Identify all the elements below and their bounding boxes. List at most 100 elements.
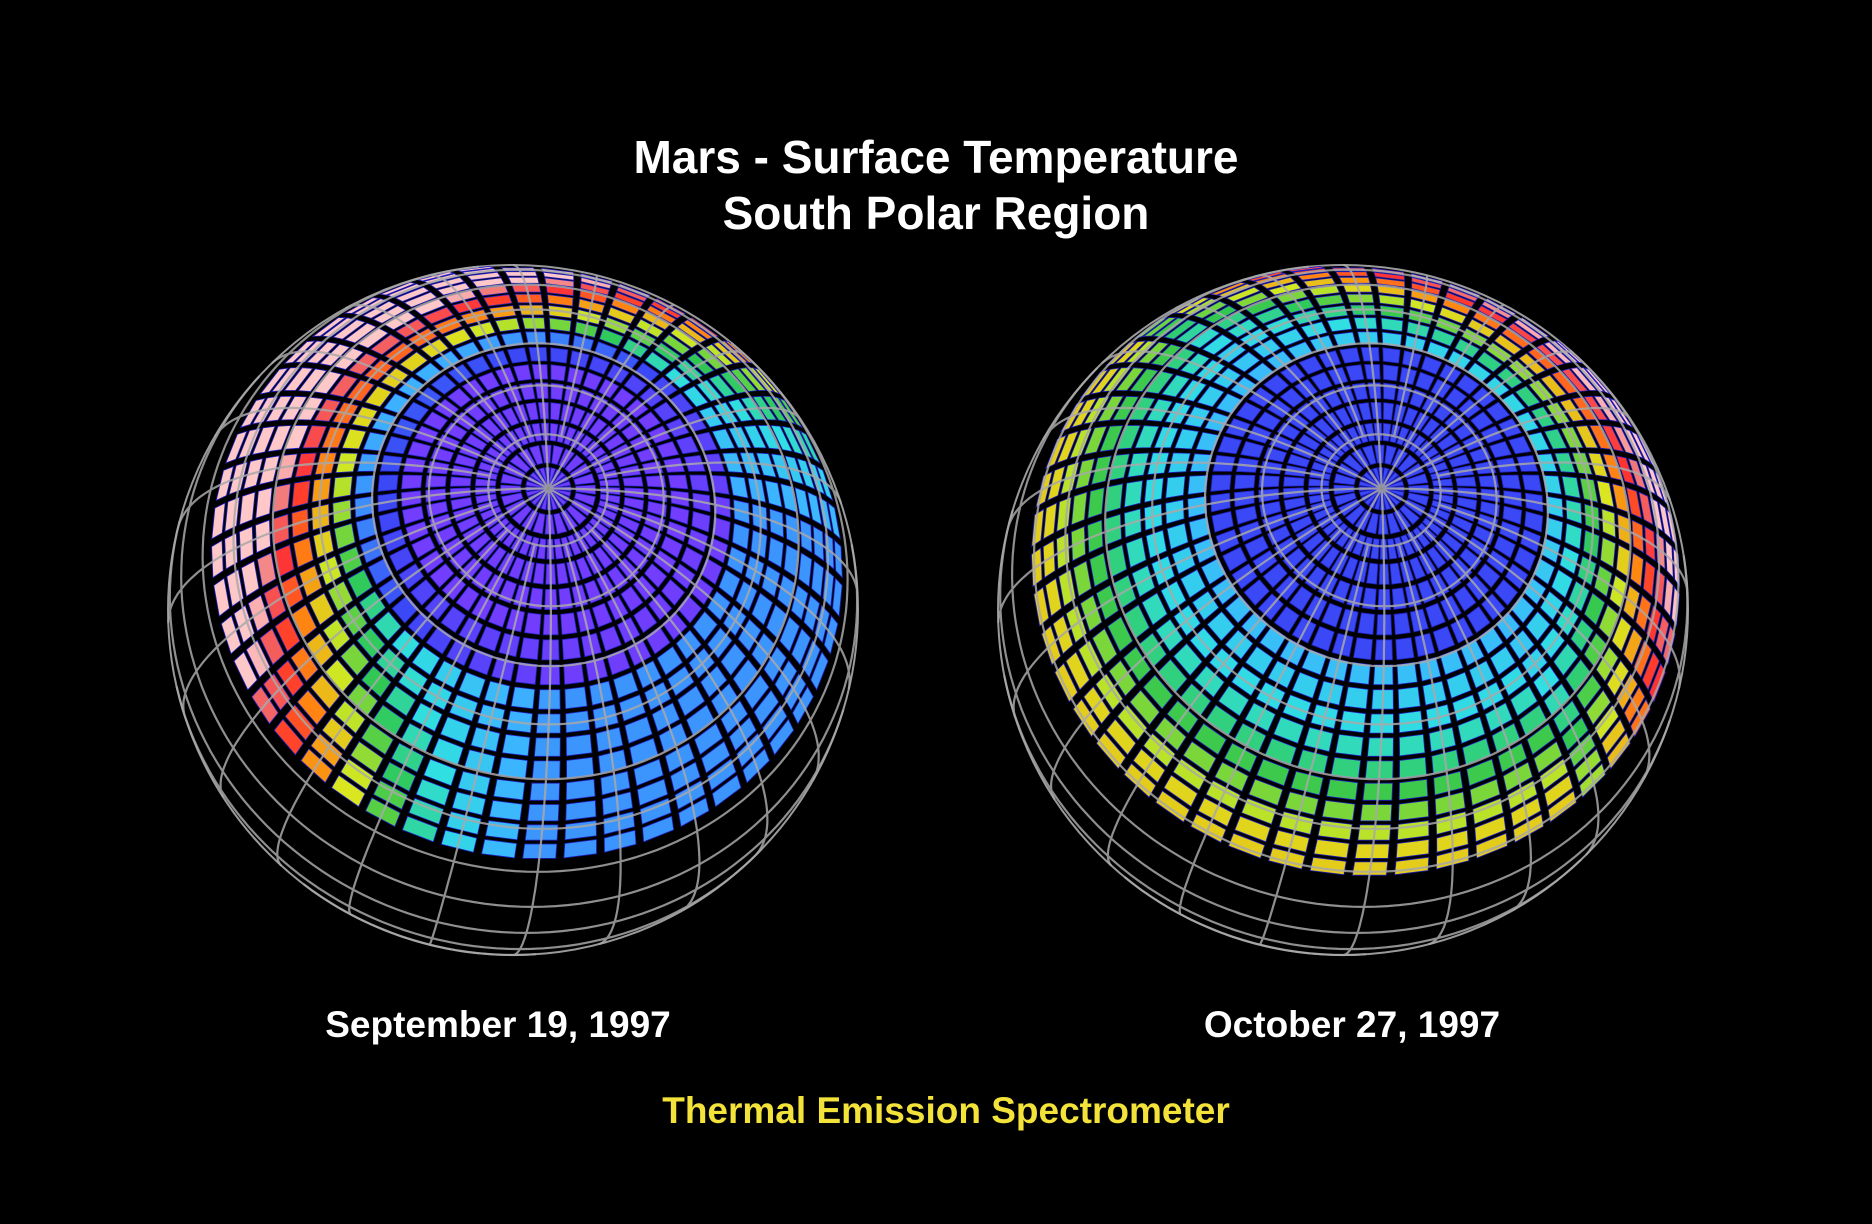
temperature-tile bbox=[801, 639, 821, 679]
temperature-tile bbox=[457, 265, 495, 273]
temperature-tile bbox=[1594, 704, 1620, 741]
temperature-tile bbox=[350, 740, 384, 774]
temperature-tile bbox=[586, 446, 607, 463]
temperature-tile bbox=[403, 291, 438, 308]
temperature-tile bbox=[1201, 334, 1234, 356]
temperature-tile bbox=[1182, 740, 1217, 774]
temperature-tile bbox=[377, 474, 399, 492]
temperature-tile bbox=[811, 560, 825, 598]
temperature-tile bbox=[1544, 516, 1564, 542]
temperature-tile bbox=[1105, 718, 1137, 756]
temperature-tile bbox=[1187, 474, 1209, 495]
temperature-tile bbox=[1457, 716, 1486, 744]
temperature-tile bbox=[682, 319, 714, 340]
temperature-tile bbox=[1370, 538, 1380, 560]
temperature-tile bbox=[471, 277, 505, 288]
temperature-tile bbox=[636, 778, 669, 807]
temperature-tile bbox=[1493, 535, 1517, 559]
temperature-tile bbox=[291, 480, 311, 508]
temperature-tile bbox=[575, 556, 593, 580]
temperature-tile bbox=[669, 505, 690, 525]
temperature-tile bbox=[770, 425, 793, 453]
temperature-tile bbox=[827, 502, 841, 540]
temperature-tile bbox=[259, 627, 285, 666]
temperature-tile bbox=[1310, 371, 1333, 391]
temperature-tile bbox=[211, 502, 226, 540]
temperature-tile bbox=[1539, 758, 1569, 791]
temperature-tile bbox=[1321, 800, 1356, 821]
temperature-tile bbox=[1193, 722, 1227, 756]
temperature-tile bbox=[598, 478, 621, 487]
temperature-tile bbox=[594, 461, 616, 474]
temperature-tile bbox=[1453, 585, 1477, 612]
temperature-tile bbox=[470, 566, 494, 591]
temperature-tile bbox=[1601, 718, 1626, 756]
temperature-tile bbox=[1142, 674, 1174, 710]
temperature-tile bbox=[720, 642, 747, 677]
temperature-tile bbox=[454, 453, 478, 468]
temperature-tile bbox=[479, 505, 502, 522]
temperature-tile bbox=[1313, 505, 1336, 522]
temperature-tile bbox=[1576, 674, 1602, 710]
temperature-tile bbox=[1407, 492, 1430, 507]
temperature-tile bbox=[566, 534, 582, 556]
temperature-tile bbox=[807, 491, 823, 526]
temperature-tile bbox=[354, 474, 376, 495]
temperature-tile bbox=[402, 401, 430, 422]
temperature-tile bbox=[1222, 546, 1248, 572]
temperature-tile bbox=[1375, 277, 1406, 288]
temperature-tile bbox=[1308, 478, 1330, 487]
temperature-tile bbox=[1123, 480, 1144, 508]
temperature-tile bbox=[474, 478, 497, 487]
temperature-tile bbox=[456, 515, 480, 534]
temperature-tile bbox=[1438, 306, 1467, 325]
temperature-tile bbox=[1287, 265, 1325, 273]
temperature-tile bbox=[1493, 333, 1523, 356]
temperature-tile bbox=[1344, 686, 1369, 710]
temperature-tile bbox=[739, 367, 767, 391]
temperature-tile bbox=[255, 487, 273, 519]
temperature-tile bbox=[239, 491, 256, 526]
temperature-tile bbox=[591, 602, 613, 628]
temperature-tile bbox=[332, 475, 353, 499]
temperature-tile bbox=[477, 371, 501, 391]
temperature-tile bbox=[536, 538, 547, 560]
temperature-tile bbox=[423, 758, 457, 787]
temperature-tile bbox=[563, 661, 585, 685]
temperature-tile bbox=[283, 367, 314, 391]
temperature-tile bbox=[660, 535, 684, 559]
temperature-tile bbox=[1453, 421, 1477, 441]
temperature-tile bbox=[832, 577, 843, 618]
temperature-tile bbox=[1311, 461, 1334, 474]
temperature-tile bbox=[1451, 515, 1474, 534]
temperature-tile bbox=[1601, 425, 1625, 453]
temperature-tile bbox=[563, 426, 577, 446]
temperature-tile bbox=[624, 716, 653, 744]
temperature-tile bbox=[1408, 434, 1427, 453]
temperature-tile bbox=[1321, 602, 1343, 628]
temperature-tile bbox=[607, 532, 630, 554]
temperature-tile bbox=[340, 643, 370, 677]
temperature-tile bbox=[297, 368, 328, 392]
temperature-tile bbox=[616, 286, 648, 302]
temperature-tile bbox=[743, 674, 770, 710]
temperature-tile bbox=[1421, 417, 1441, 437]
temperature-tile bbox=[1334, 407, 1353, 427]
temperature-tile bbox=[1623, 627, 1643, 666]
temperature-tile bbox=[1447, 286, 1479, 302]
temperature-tile bbox=[1412, 526, 1431, 548]
temperature-tile bbox=[1448, 453, 1471, 468]
temperature-tile bbox=[259, 367, 289, 395]
temperature-tile bbox=[284, 704, 316, 741]
temperature-tile bbox=[509, 454, 531, 474]
temperature-tile bbox=[1283, 476, 1305, 487]
temperature-tile bbox=[1335, 526, 1354, 548]
temperature-tile bbox=[1313, 839, 1350, 859]
temperature-tile bbox=[593, 546, 614, 569]
temperature-tile bbox=[1302, 532, 1325, 554]
temperature-tile bbox=[1235, 505, 1258, 525]
temperature-tile bbox=[1500, 474, 1522, 490]
temperature-tile bbox=[574, 492, 596, 507]
temperature-tile bbox=[446, 387, 472, 408]
temperature-tile bbox=[1575, 425, 1599, 449]
